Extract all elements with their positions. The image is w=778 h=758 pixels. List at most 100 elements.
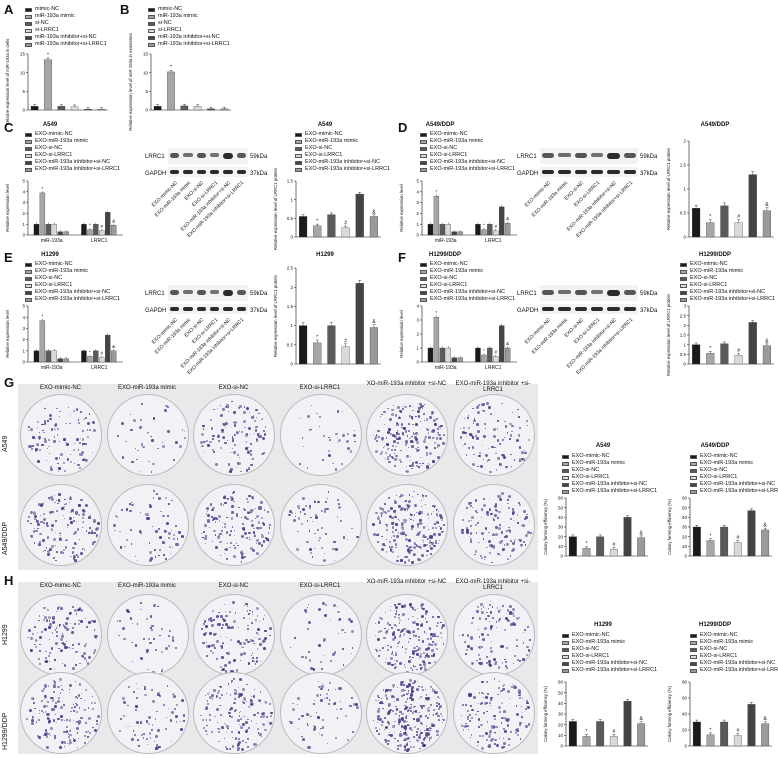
colony-dot bbox=[249, 536, 251, 538]
colony-dot bbox=[219, 404, 222, 407]
colony-dot bbox=[70, 460, 72, 463]
colony-dot bbox=[220, 429, 224, 433]
bar bbox=[568, 721, 577, 747]
colony-dot bbox=[392, 638, 396, 642]
colony-dot bbox=[406, 743, 409, 746]
colony-dot bbox=[397, 628, 400, 632]
colony-dot bbox=[497, 495, 501, 499]
colony-dot bbox=[156, 493, 159, 496]
colony-dot bbox=[297, 530, 299, 533]
colony-dot bbox=[95, 534, 99, 537]
colony-dot bbox=[43, 521, 45, 524]
colony-dot bbox=[97, 522, 101, 526]
colony-dot bbox=[232, 439, 234, 442]
colony-dot bbox=[26, 718, 29, 721]
colony-dot bbox=[253, 527, 255, 530]
colony-dot bbox=[525, 701, 529, 705]
colony-dot bbox=[494, 533, 498, 536]
colony-dot bbox=[526, 625, 529, 628]
colony-dot bbox=[415, 423, 419, 427]
colony-dot bbox=[250, 511, 252, 514]
legend-label: EXO-miR-193a inhibitor+si-NC bbox=[35, 159, 111, 165]
colony-dot bbox=[46, 716, 49, 719]
colony-dot bbox=[415, 653, 419, 656]
colony-dot bbox=[225, 426, 227, 428]
colony-dot bbox=[230, 470, 233, 473]
colony-dot bbox=[414, 542, 416, 544]
colony-dot bbox=[473, 453, 475, 455]
wb-lrrc1-blot bbox=[168, 285, 248, 301]
colony-dot bbox=[92, 540, 96, 544]
y-axis-label: Relative expression level of LRRC1 prote… bbox=[666, 147, 671, 230]
legend-item: EXO-si-NC bbox=[690, 467, 778, 474]
colony-dot bbox=[461, 634, 464, 636]
legend-d: EXO-mimic-NC EXO-miR-193a mimic EXO-si-N… bbox=[420, 131, 515, 173]
colony-dot bbox=[392, 538, 397, 542]
colony-dot bbox=[329, 660, 332, 663]
colony-dot bbox=[76, 528, 80, 531]
colony-column-title-g: EXO-miR-193a inhibitor +si-LRRC1 bbox=[455, 381, 531, 393]
colony-dot bbox=[147, 715, 151, 719]
colony-dot bbox=[262, 540, 265, 543]
colony-dot bbox=[433, 633, 437, 637]
colony-dot bbox=[379, 522, 382, 525]
colony-dot bbox=[259, 700, 262, 702]
colony-dot bbox=[220, 555, 222, 557]
y-tick-label: 20 bbox=[558, 722, 564, 727]
colony-dot bbox=[406, 545, 409, 547]
colony-dot bbox=[403, 632, 406, 635]
colony-dot bbox=[228, 711, 232, 715]
colony-dot bbox=[229, 546, 231, 549]
colony-dot bbox=[436, 730, 439, 733]
colony-dot bbox=[420, 506, 423, 508]
legend-label: miR-193a mimic bbox=[35, 13, 75, 19]
wb-band-lrrc1 bbox=[542, 290, 555, 295]
colony-dot bbox=[79, 442, 82, 445]
colony-dot bbox=[235, 512, 239, 516]
colony-dot bbox=[410, 456, 412, 458]
colony-dot bbox=[469, 646, 473, 650]
colony-dot bbox=[293, 636, 296, 639]
colony-dot bbox=[88, 516, 91, 520]
colony-column-title-g: EXO-mimic-NC bbox=[40, 385, 81, 391]
colony-dot bbox=[73, 462, 76, 465]
colony-dot bbox=[51, 707, 55, 712]
colony-dot bbox=[463, 640, 467, 644]
colony-dot bbox=[500, 539, 503, 542]
colony-dot bbox=[404, 429, 408, 433]
colony-dot bbox=[478, 635, 481, 638]
colony-dot bbox=[164, 496, 168, 500]
y-tick-label: 10 bbox=[143, 70, 149, 75]
colony-dot bbox=[62, 514, 65, 517]
colony-dot bbox=[123, 700, 127, 704]
colony-dot bbox=[48, 622, 52, 626]
colony-dot bbox=[403, 508, 406, 511]
colony-dot bbox=[469, 714, 472, 717]
colony-dot bbox=[381, 451, 384, 454]
y-tick-label: 40 bbox=[558, 515, 564, 520]
colony-dot bbox=[396, 646, 398, 648]
colony-dot bbox=[246, 517, 249, 520]
colony-dot bbox=[138, 530, 142, 533]
colony-dot bbox=[469, 636, 473, 640]
colony-dot bbox=[425, 494, 428, 497]
colony-dot bbox=[313, 703, 315, 706]
colony-dot bbox=[425, 451, 428, 454]
colony-dot bbox=[72, 647, 74, 650]
colony-dot bbox=[308, 507, 311, 510]
x-group-label: LRRC1 bbox=[91, 365, 108, 371]
colony-dot bbox=[205, 644, 209, 648]
colony-dot bbox=[77, 418, 80, 421]
colony-dot bbox=[410, 445, 414, 449]
colony-image-grid-h bbox=[18, 582, 538, 754]
y-tick-label: 40 bbox=[558, 701, 564, 706]
colony-dot bbox=[32, 530, 36, 533]
legend-label: EXO-miR-193a inhibitor+si-NC bbox=[305, 159, 381, 165]
legend-item: EXO-mimic-NC bbox=[420, 261, 515, 268]
colony-dot bbox=[338, 686, 342, 690]
colony-dish bbox=[193, 594, 275, 676]
colony-dot bbox=[136, 738, 139, 741]
colony-dot bbox=[430, 649, 434, 652]
legend-item: EXO-mimic-NC bbox=[420, 131, 515, 138]
colony-dot bbox=[477, 710, 479, 713]
